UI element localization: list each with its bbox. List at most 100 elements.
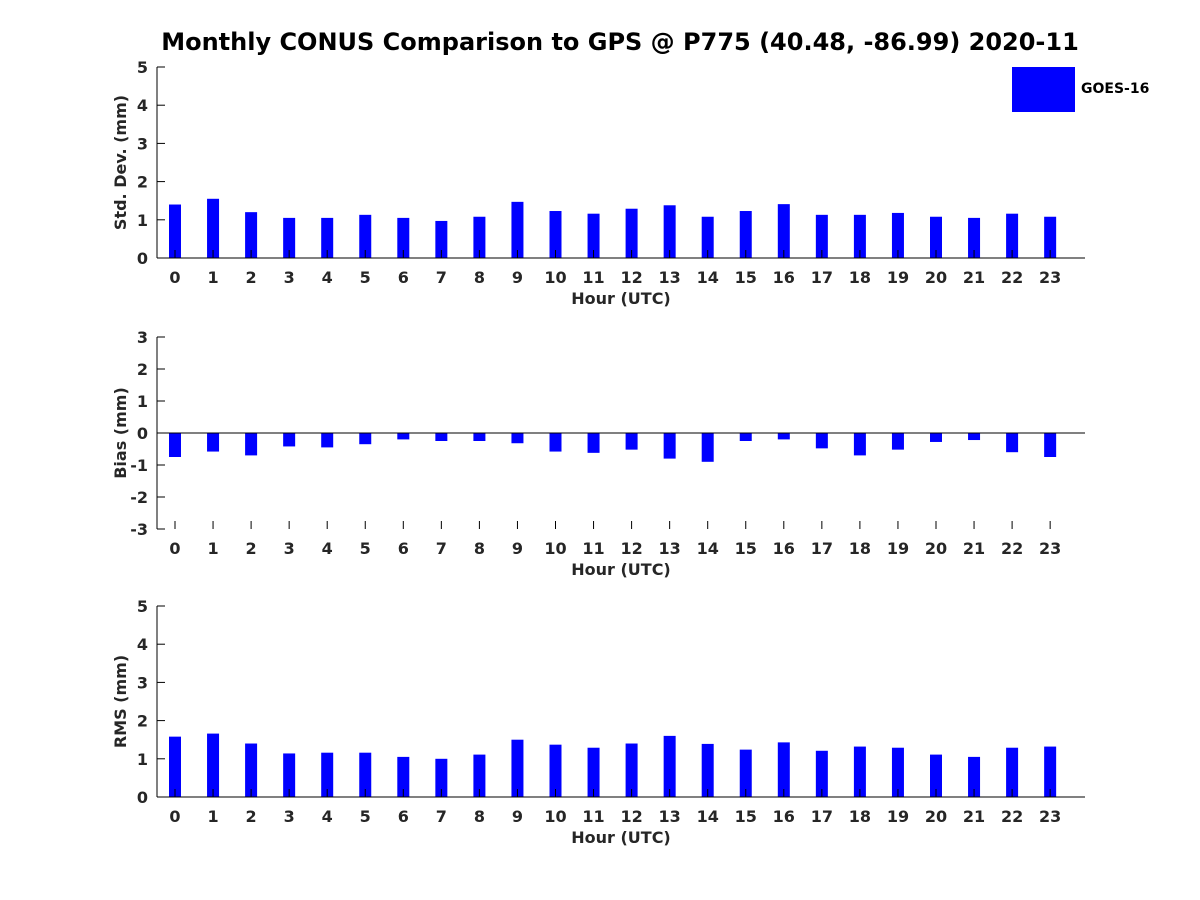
- bar-1-4: [321, 433, 334, 448]
- x-tick-label: 15: [735, 539, 757, 558]
- x-tick-label: 13: [659, 807, 681, 826]
- x-tick-label: 12: [620, 807, 642, 826]
- x-tick-label: 19: [887, 268, 909, 287]
- bar-0-22: [1006, 213, 1019, 258]
- bar-1-15: [739, 433, 752, 441]
- bar-2-7: [435, 758, 448, 797]
- bar-0-4: [321, 217, 334, 258]
- x-tick-label: 4: [322, 268, 333, 287]
- x-tick-label: 8: [474, 807, 485, 826]
- y-tick-label: 3: [137, 673, 148, 692]
- x-tick-label: 22: [1001, 268, 1023, 287]
- x-tick-label: 10: [544, 539, 566, 558]
- x-tick-label: 2: [246, 268, 257, 287]
- y-tick-label: 2: [137, 712, 148, 731]
- x-tick-label: 11: [582, 807, 604, 826]
- y-tick-label: 2: [137, 360, 148, 379]
- x-tick-label: 1: [207, 268, 218, 287]
- bar-0-21: [968, 217, 981, 258]
- x-tick-label: 12: [620, 539, 642, 558]
- y-axis-label: Std. Dev. (mm): [111, 95, 130, 230]
- x-tick-label: 15: [735, 268, 757, 287]
- bar-2-1: [207, 733, 220, 797]
- x-tick-label: 6: [398, 539, 409, 558]
- y-axis-label: RMS (mm): [111, 655, 130, 748]
- x-tick-label: 19: [887, 807, 909, 826]
- x-tick-label: 6: [398, 268, 409, 287]
- x-tick-label: 21: [963, 807, 985, 826]
- x-tick-label: 8: [474, 268, 485, 287]
- y-tick-label: 1: [137, 392, 148, 411]
- x-axis-label: Hour (UTC): [571, 828, 671, 847]
- bar-2-5: [359, 752, 372, 797]
- x-tick-label: 16: [773, 807, 795, 826]
- x-tick-label: 5: [360, 807, 371, 826]
- bar-1-2: [245, 433, 258, 456]
- bar-0-1: [207, 198, 220, 258]
- x-tick-label: 2: [246, 807, 257, 826]
- bar-0-13: [663, 205, 676, 258]
- bar-2-2: [245, 743, 258, 797]
- y-tick-label: 3: [137, 328, 148, 347]
- x-tick-label: 1: [207, 539, 218, 558]
- y-axis-label: Bias (mm): [111, 387, 130, 479]
- bar-1-9: [511, 433, 524, 444]
- bar-1-14: [701, 433, 714, 462]
- bar-2-4: [321, 752, 334, 797]
- x-tick-label: 23: [1039, 807, 1061, 826]
- x-tick-label: 11: [582, 268, 604, 287]
- x-tick-label: 0: [169, 268, 180, 287]
- bar-2-8: [473, 754, 486, 797]
- bar-2-16: [777, 742, 790, 797]
- x-tick-label: 21: [963, 539, 985, 558]
- bar-2-17: [815, 750, 828, 797]
- x-tick-label: 9: [512, 807, 523, 826]
- x-tick-label: 18: [849, 807, 871, 826]
- x-tick-label: 23: [1039, 268, 1061, 287]
- x-tick-label: 14: [697, 268, 719, 287]
- x-tick-label: 4: [322, 539, 333, 558]
- x-tick-label: 3: [284, 807, 295, 826]
- bar-0-3: [283, 217, 296, 258]
- x-tick-label: 3: [284, 539, 295, 558]
- x-axis-label: Hour (UTC): [571, 560, 671, 579]
- bar-1-16: [777, 433, 790, 440]
- bar-0-2: [245, 212, 258, 258]
- bar-0-16: [777, 204, 790, 258]
- x-tick-label: 0: [169, 539, 180, 558]
- bar-0-11: [587, 213, 600, 258]
- bar-0-9: [511, 201, 524, 258]
- x-tick-label: 3: [284, 268, 295, 287]
- chart-title: Monthly CONUS Comparison to GPS @ P775 (…: [161, 28, 1079, 56]
- bar-2-9: [511, 739, 524, 797]
- bar-1-19: [891, 433, 904, 450]
- x-tick-label: 5: [360, 539, 371, 558]
- x-tick-label: 20: [925, 807, 947, 826]
- x-tick-label: 11: [582, 539, 604, 558]
- x-tick-label: 1: [207, 807, 218, 826]
- x-tick-label: 17: [811, 268, 833, 287]
- y-tick-label: 3: [137, 134, 148, 153]
- bar-2-13: [663, 735, 676, 797]
- x-tick-label: 21: [963, 268, 985, 287]
- x-tick-label: 9: [512, 268, 523, 287]
- bar-0-23: [1044, 216, 1057, 258]
- bar-2-23: [1044, 746, 1057, 797]
- bar-1-22: [1006, 433, 1019, 453]
- x-tick-label: 7: [436, 539, 447, 558]
- y-tick-label: 0: [137, 424, 148, 443]
- x-tick-label: 2: [246, 539, 257, 558]
- x-tick-label: 18: [849, 268, 871, 287]
- x-tick-label: 12: [620, 268, 642, 287]
- bar-0-17: [815, 214, 828, 258]
- y-tick-label: 4: [137, 635, 148, 654]
- x-tick-label: 6: [398, 807, 409, 826]
- bar-0-0: [169, 204, 181, 258]
- bar-0-10: [549, 211, 562, 258]
- y-tick-label: 1: [137, 211, 148, 230]
- bar-1-13: [663, 433, 676, 459]
- bar-1-23: [1044, 433, 1057, 457]
- bar-0-5: [359, 214, 372, 258]
- bar-1-11: [587, 433, 600, 453]
- y-tick-label: 5: [137, 597, 148, 616]
